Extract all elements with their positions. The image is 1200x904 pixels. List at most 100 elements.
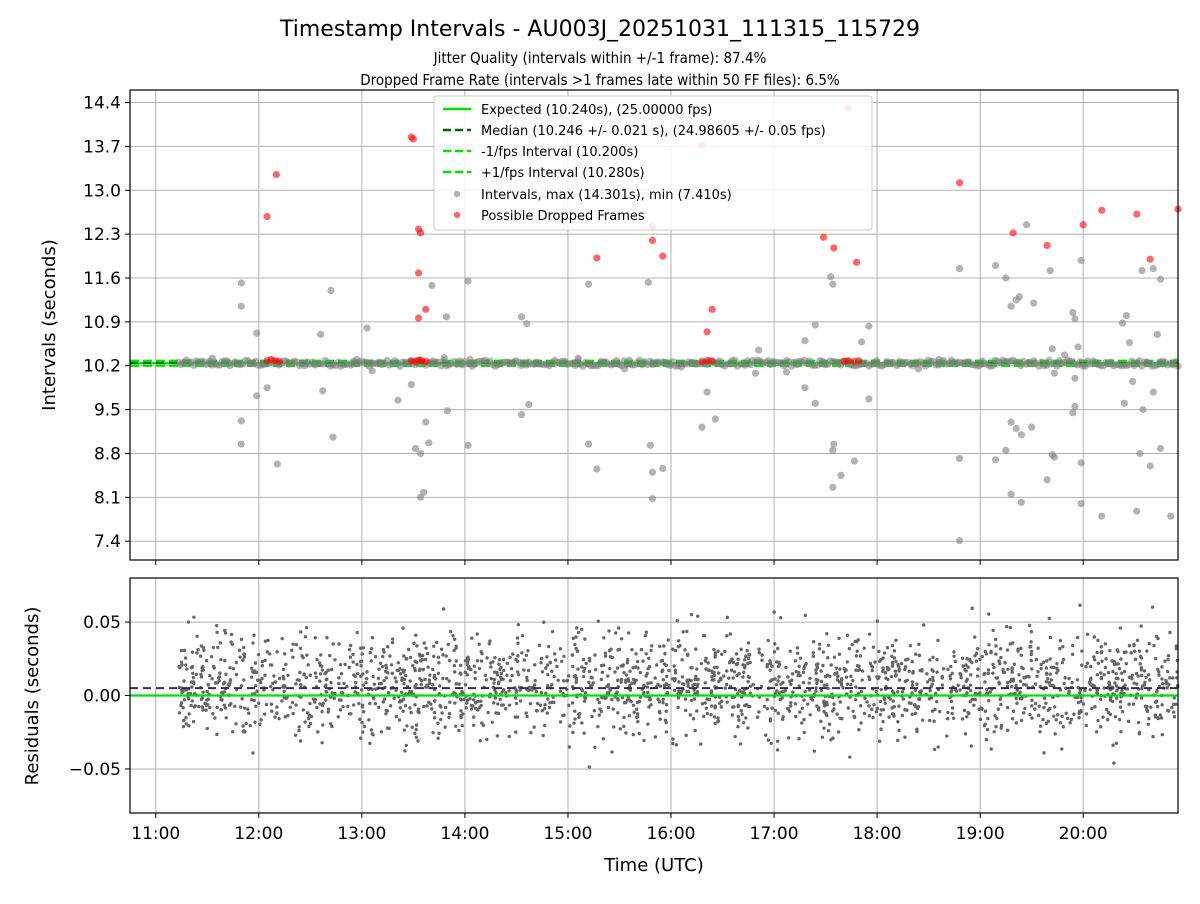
residual-point <box>544 691 548 695</box>
residual-point <box>865 700 869 704</box>
residual-point <box>206 683 211 687</box>
residual-point <box>542 620 546 624</box>
residual-point <box>1044 680 1049 684</box>
residual-point <box>552 674 556 679</box>
residual-point <box>411 664 415 668</box>
residual-point <box>791 690 795 694</box>
residual-point <box>179 703 183 708</box>
interval-point <box>1007 302 1015 310</box>
residual-point <box>321 723 325 727</box>
residual-point <box>1015 688 1019 692</box>
residual-point <box>773 677 777 681</box>
residual-point <box>658 644 662 649</box>
residual-point <box>1155 704 1160 709</box>
residual-point <box>998 697 1002 702</box>
residual-point <box>1129 675 1134 680</box>
residual-point <box>293 733 298 737</box>
residual-point <box>703 659 708 663</box>
residual-point <box>932 719 936 723</box>
top-ytick-label-0: 7.4 <box>94 532 121 552</box>
dropped-frame-point <box>1079 221 1087 229</box>
residual-point <box>903 658 908 662</box>
residual-point <box>328 722 333 726</box>
interval-point <box>1153 330 1161 338</box>
residual-point <box>1159 716 1164 720</box>
residual-point <box>364 676 369 681</box>
interval-point <box>1077 500 1085 508</box>
residual-point <box>915 729 919 734</box>
residual-point <box>634 652 638 656</box>
residual-point <box>928 658 932 662</box>
residual-point <box>313 697 318 702</box>
residual-point <box>964 669 968 673</box>
bottom-axes: 11:00 12:00 13:00 14:00 15:00 16:00 17:00 18:00… <box>69 613 1108 844</box>
residual-point <box>499 665 503 670</box>
residual-point <box>623 680 628 684</box>
residual-point <box>934 699 939 704</box>
residual-point <box>970 606 974 610</box>
residual-point <box>770 706 774 710</box>
residual-point <box>940 683 945 687</box>
residual-point <box>789 682 793 687</box>
residual-point <box>426 665 430 669</box>
dropped-frame-point <box>854 357 863 365</box>
residual-point <box>489 676 493 681</box>
top-ytick-label-5: 10.9 <box>83 313 121 333</box>
dropped-frame-point <box>422 357 430 365</box>
dropped-frame-point <box>422 305 430 313</box>
residual-point <box>974 659 979 663</box>
residual-point <box>987 698 991 703</box>
residual-point <box>870 668 874 673</box>
residual-point <box>1134 696 1138 700</box>
residual-point <box>1048 657 1052 661</box>
residual-point <box>616 678 620 682</box>
residual-point <box>796 673 800 678</box>
residual-point <box>684 733 688 738</box>
residual-point <box>573 709 577 713</box>
residual-point <box>252 698 256 703</box>
interval-point <box>1074 343 1082 351</box>
interval-point <box>801 384 809 392</box>
residual-point <box>741 720 746 725</box>
residual-point <box>734 662 739 667</box>
residual-point <box>803 689 807 694</box>
residual-point <box>245 707 250 711</box>
residual-point <box>748 691 752 695</box>
residual-point <box>337 698 342 702</box>
residual-point <box>765 707 770 711</box>
residual-point <box>197 704 201 709</box>
residual-point <box>1063 676 1067 680</box>
residual-point <box>386 691 391 695</box>
residual-point <box>522 658 527 662</box>
residual-point <box>903 667 907 672</box>
residual-point <box>832 702 836 706</box>
residual-point <box>890 661 895 666</box>
residual-point <box>972 697 977 702</box>
residual-point <box>1090 706 1094 711</box>
interval-point <box>1138 266 1146 275</box>
residual-point <box>303 635 308 639</box>
residual-point <box>1019 665 1024 669</box>
residual-point <box>965 715 969 719</box>
residual-point <box>689 698 694 703</box>
residual-point <box>510 673 514 678</box>
residual-point <box>1172 715 1177 719</box>
residual-point <box>663 652 667 656</box>
residual-point <box>872 703 876 707</box>
residual-point <box>948 674 952 678</box>
residual-point <box>614 631 618 635</box>
residual-point <box>514 730 518 734</box>
residual-point <box>712 678 716 682</box>
residual-point <box>1151 734 1155 739</box>
residual-point <box>1106 717 1110 722</box>
residual-point <box>965 657 969 661</box>
residual-point <box>256 652 261 657</box>
residual-point <box>858 654 863 658</box>
residual-point <box>576 667 580 671</box>
residual-point <box>874 710 879 714</box>
residual-point <box>860 678 864 682</box>
residual-point <box>471 698 476 702</box>
residual-point <box>1039 666 1043 671</box>
residual-point <box>223 659 227 663</box>
residual-point <box>305 653 309 657</box>
